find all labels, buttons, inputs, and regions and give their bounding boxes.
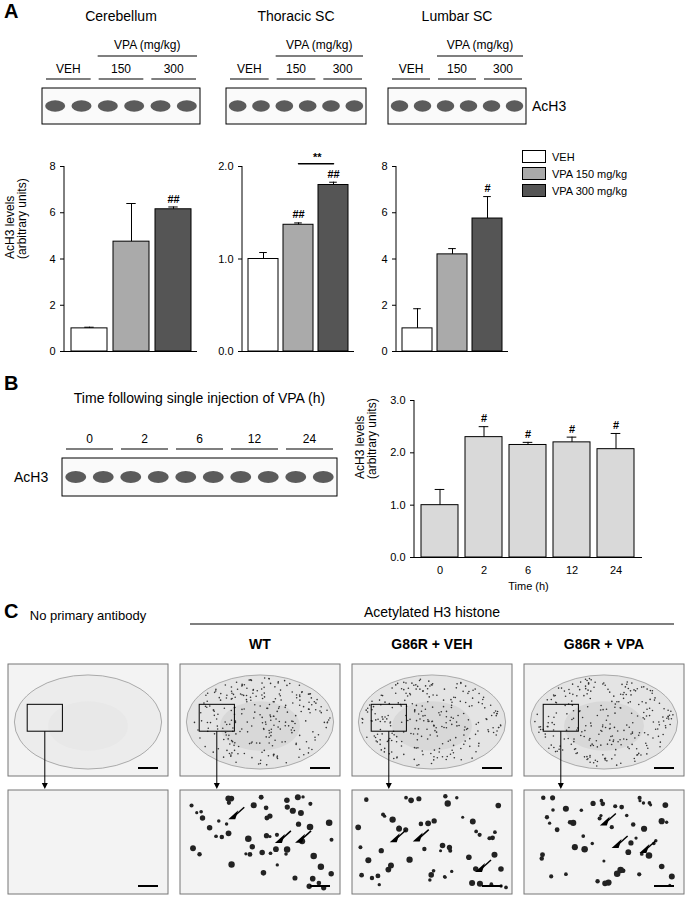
svg-text:##: ## xyxy=(292,208,304,220)
html-text:B: B xyxy=(4,372,19,394)
html-text:Cerebellum: Cerebellum xyxy=(85,8,157,24)
html-text:G86R + VPA: G86R + VPA xyxy=(563,636,645,652)
svg-text:Time (h): Time (h) xyxy=(508,580,549,592)
svg-text:2: 2 xyxy=(381,299,387,311)
html-text:300: 300 xyxy=(163,62,184,76)
html-text:VPA (mg/kg): VPA (mg/kg) xyxy=(286,38,353,52)
svg-text:#: # xyxy=(484,182,490,194)
svg-text:0: 0 xyxy=(49,345,55,357)
html-text:No primary antibody: No primary antibody xyxy=(29,608,147,623)
html-text:AcH3: AcH3 xyxy=(14,469,49,485)
html-text:300: 300 xyxy=(493,62,513,76)
html-text:VPA 150 mg/kg: VPA 150 mg/kg xyxy=(552,167,627,180)
svg-text:2.0: 2.0 xyxy=(218,160,233,172)
html-text:Thoracic SC: Thoracic SC xyxy=(257,8,335,24)
svg-text:1.0: 1.0 xyxy=(218,253,233,265)
svg-text:6: 6 xyxy=(49,206,55,218)
html-text:150: 150 xyxy=(447,62,467,76)
html-text:VEH: VEH xyxy=(398,62,424,76)
html-text:VEH: VEH xyxy=(237,62,262,76)
svg-text:4: 4 xyxy=(49,253,55,265)
svg-text:**: ** xyxy=(313,151,322,163)
html-text:150: 150 xyxy=(111,62,131,76)
html-text:300: 300 xyxy=(332,62,353,76)
svg-text:AcH3 levels(arbitrary units): AcH3 levels(arbitrary units) xyxy=(353,398,379,479)
svg-text:0: 0 xyxy=(381,345,387,357)
svg-text:8: 8 xyxy=(381,160,387,172)
svg-text:8: 8 xyxy=(49,160,55,172)
html-text:VPA (mg/kg): VPA (mg/kg) xyxy=(114,38,181,52)
svg-text:0: 0 xyxy=(437,564,443,576)
svg-text:0.0: 0.0 xyxy=(218,345,233,357)
svg-text:#: # xyxy=(481,412,487,424)
html-text:150: 150 xyxy=(286,62,306,76)
svg-text:AcH3 levels(arbitrary units): AcH3 levels(arbitrary units) xyxy=(3,178,29,259)
svg-text:12: 12 xyxy=(566,564,578,576)
svg-text:6: 6 xyxy=(381,206,387,218)
svg-text:3.0: 3.0 xyxy=(390,394,405,406)
html-text:VPA 300 mg/kg: VPA 300 mg/kg xyxy=(552,184,627,197)
html-text:6: 6 xyxy=(196,432,203,446)
html-text:AcH3: AcH3 xyxy=(532,98,567,114)
html-text:WT: WT xyxy=(249,636,271,652)
svg-text:1.0: 1.0 xyxy=(390,499,405,511)
svg-text:2: 2 xyxy=(49,299,55,311)
html-text:C: C xyxy=(4,600,19,622)
html-text:Time following single injectio: Time following single injection of VPA (… xyxy=(73,390,326,406)
svg-text:2: 2 xyxy=(481,564,487,576)
svg-text:#: # xyxy=(569,423,575,435)
svg-text:0.0: 0.0 xyxy=(390,551,405,563)
html-text:2: 2 xyxy=(141,432,148,446)
html-text:VEH: VEH xyxy=(552,150,575,163)
html-text:A: A xyxy=(4,0,19,22)
html-text:G86R + VEH: G86R + VEH xyxy=(391,636,473,652)
svg-text:#: # xyxy=(525,428,531,440)
html-text:VEH: VEH xyxy=(56,62,81,76)
svg-text:#: # xyxy=(613,419,619,431)
svg-text:24: 24 xyxy=(610,564,622,576)
svg-text:##: ## xyxy=(327,168,339,180)
html-text:Lumbar SC: Lumbar SC xyxy=(421,8,493,24)
svg-text:6: 6 xyxy=(525,564,531,576)
svg-text:##: ## xyxy=(167,192,179,204)
html-text:VPA (mg/kg): VPA (mg/kg) xyxy=(446,38,514,52)
html-text:12: 12 xyxy=(247,432,262,446)
html-text:Acetylated H3 histone: Acetylated H3 histone xyxy=(363,604,501,620)
html-text:0: 0 xyxy=(86,432,93,446)
svg-text:2.0: 2.0 xyxy=(390,446,405,458)
svg-text:4: 4 xyxy=(381,253,387,265)
html-text:24: 24 xyxy=(302,432,317,446)
